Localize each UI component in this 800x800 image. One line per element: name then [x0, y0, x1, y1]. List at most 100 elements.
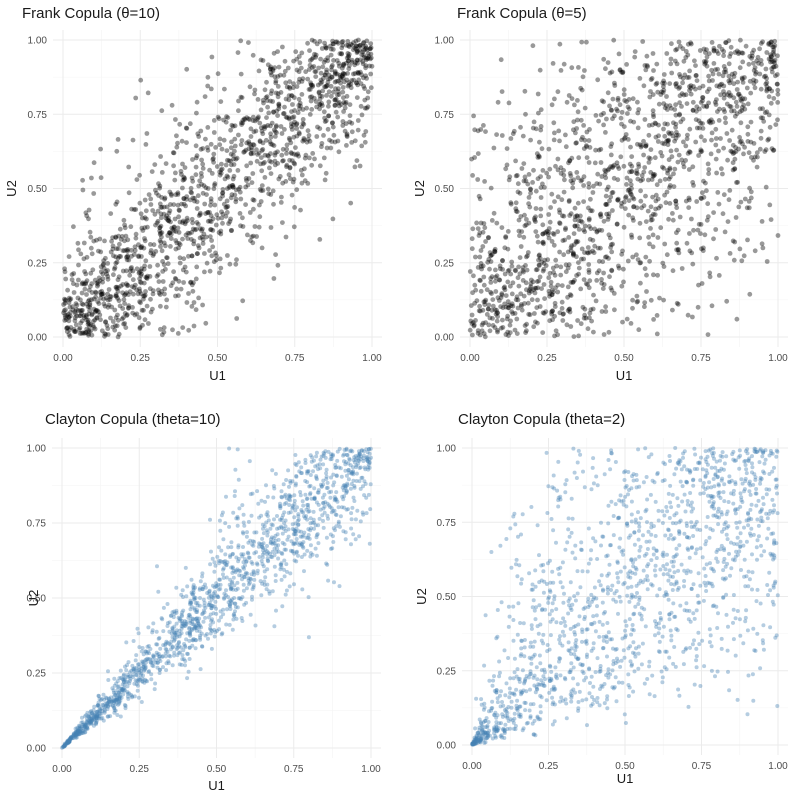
data-point	[248, 238, 253, 244]
data-point	[515, 181, 521, 187]
data-point	[115, 679, 120, 684]
data-point	[531, 287, 536, 293]
data-point	[146, 657, 151, 662]
data-point	[137, 286, 142, 292]
data-point	[226, 221, 232, 227]
data-point	[578, 213, 583, 219]
data-point	[730, 160, 736, 166]
data-point	[537, 154, 542, 160]
data-point	[520, 512, 525, 517]
data-point	[190, 288, 196, 294]
data-point	[250, 197, 256, 203]
data-point	[368, 71, 374, 77]
data-point	[553, 163, 558, 169]
data-point	[226, 600, 231, 605]
data-point	[492, 325, 498, 330]
data-point	[319, 144, 324, 150]
data-point	[537, 139, 542, 145]
data-point	[773, 73, 778, 79]
data-point	[208, 562, 213, 567]
data-point	[325, 562, 330, 567]
data-point	[176, 293, 181, 298]
data-point	[120, 248, 126, 254]
data-point	[329, 67, 334, 73]
data-point	[247, 84, 253, 90]
data-point	[166, 210, 172, 216]
data-point	[261, 564, 266, 569]
data-point	[94, 308, 100, 313]
data-point	[679, 266, 685, 271]
data-point	[354, 80, 359, 86]
data-point	[274, 108, 280, 114]
data-point	[601, 56, 607, 62]
data-point	[727, 188, 733, 193]
data-point	[294, 84, 300, 89]
data-point	[275, 262, 281, 268]
data-point	[261, 548, 266, 553]
data-point	[677, 112, 682, 118]
data-point	[188, 185, 194, 191]
data-point	[240, 577, 244, 582]
data-point	[509, 291, 515, 297]
data-point	[95, 709, 100, 714]
data-point	[75, 727, 80, 732]
data-point	[312, 38, 317, 44]
data-point	[349, 517, 354, 522]
data-point	[286, 97, 292, 103]
data-point	[174, 585, 179, 590]
data-point	[308, 516, 313, 521]
data-point	[582, 229, 588, 235]
data-point	[629, 519, 634, 524]
data-point	[672, 107, 678, 112]
data-point	[534, 233, 540, 239]
data-point	[196, 295, 202, 301]
data-point	[156, 193, 162, 198]
data-point	[88, 716, 93, 721]
data-point	[105, 702, 110, 707]
data-point	[742, 75, 747, 80]
data-point	[164, 647, 169, 652]
data-point	[667, 167, 673, 172]
data-point	[274, 543, 279, 548]
data-point	[187, 638, 192, 643]
data-point	[653, 499, 658, 504]
data-point	[86, 332, 91, 338]
data-point	[207, 588, 212, 593]
data-point	[615, 196, 621, 202]
data-point	[84, 713, 89, 718]
data-point	[232, 596, 237, 600]
data-point	[216, 583, 221, 587]
data-point	[76, 729, 81, 734]
data-point	[678, 119, 684, 125]
chart-title: Frank Copula (θ=5)	[457, 5, 587, 22]
data-point	[272, 129, 278, 135]
data-point	[563, 547, 568, 552]
data-point	[484, 287, 490, 293]
data-point	[503, 304, 509, 310]
data-point	[139, 254, 144, 259]
data-point	[326, 103, 331, 109]
data-point	[94, 280, 100, 286]
data-point	[208, 196, 214, 202]
data-point	[164, 204, 170, 210]
data-point	[307, 87, 313, 92]
data-point	[111, 690, 116, 695]
data-point	[73, 732, 78, 737]
data-point	[252, 91, 257, 97]
data-point	[316, 490, 321, 495]
data-point	[741, 641, 746, 646]
data-point	[500, 258, 505, 264]
data-point	[110, 246, 116, 252]
data-point	[140, 661, 145, 666]
data-point	[575, 109, 581, 115]
data-point	[175, 202, 181, 208]
data-point	[184, 620, 189, 624]
data-point	[159, 234, 164, 240]
data-point	[310, 552, 315, 557]
data-point	[673, 112, 679, 118]
data-point	[289, 124, 294, 130]
data-point	[246, 519, 251, 524]
data-point	[184, 66, 190, 72]
data-point	[257, 187, 263, 192]
data-point	[637, 142, 643, 148]
